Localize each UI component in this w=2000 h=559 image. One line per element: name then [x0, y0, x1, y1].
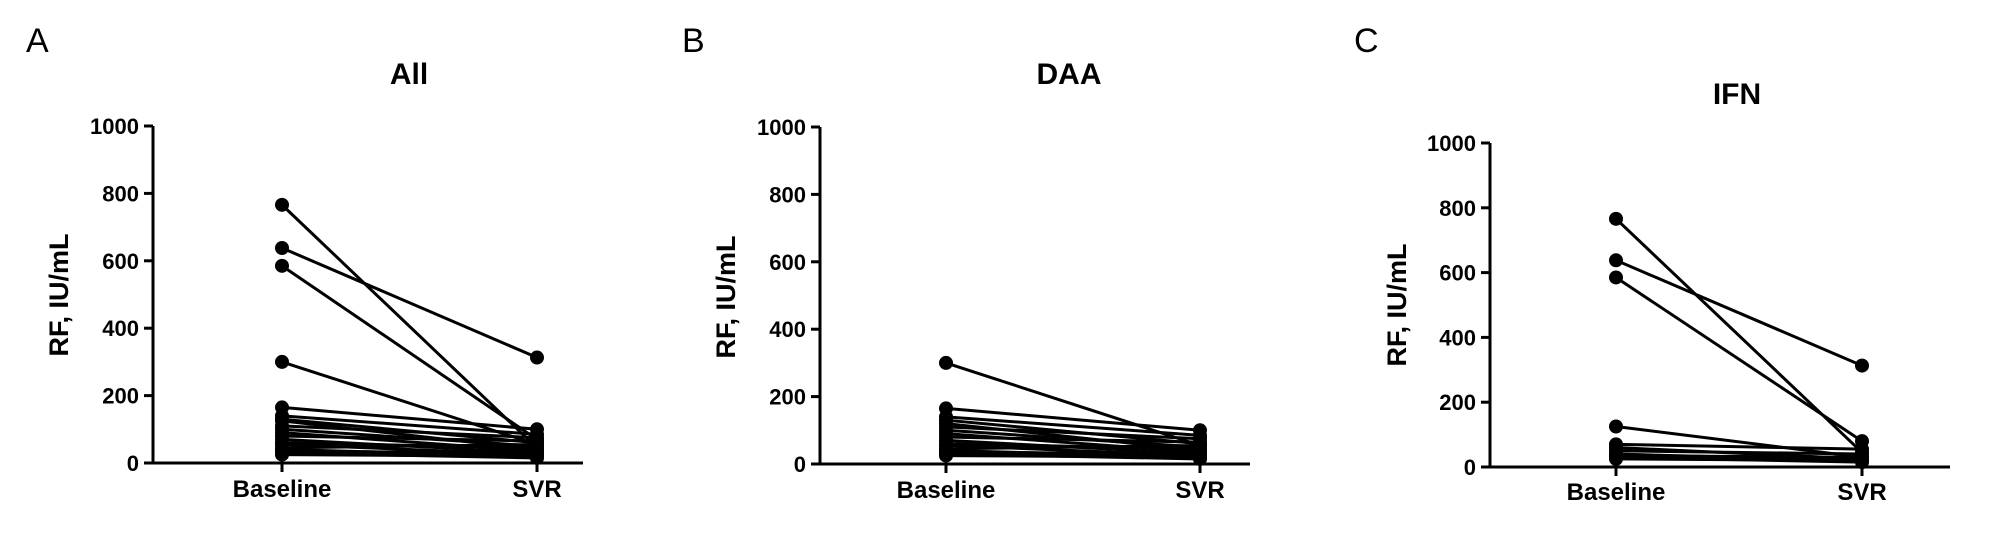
point-baseline-p2 — [1609, 253, 1623, 268]
series-line-p15 — [945, 450, 1201, 456]
panel-letter: B — [682, 22, 705, 60]
panel-letter: A — [26, 22, 49, 60]
chart-title: All — [390, 58, 428, 91]
series-line-p1 — [280, 203, 539, 449]
y-tick-label: 800 — [102, 181, 139, 206]
axes — [1488, 143, 1950, 469]
point-svr-p2 — [530, 350, 544, 365]
y-tick-label: 400 — [769, 317, 806, 342]
y-tick-label: 600 — [769, 250, 806, 275]
y-tick-label: 600 — [102, 249, 139, 274]
y-tick-label: 600 — [1439, 261, 1476, 286]
y-tick-label: 200 — [102, 384, 139, 409]
x-category-label: SVR — [512, 476, 561, 503]
y-ticks: 0 200 400 600 800 1000 — [757, 115, 820, 477]
series-line-p17 — [945, 454, 1201, 459]
y-axis-label: RF, IU/mL — [1382, 243, 1412, 366]
series-group — [939, 355, 1207, 466]
panel-daa: B DAA RF, IU/mL 0 200 400 600 800 1000 Baseli… — [682, 22, 1250, 504]
series-line-p2 — [1615, 258, 1863, 367]
x-categories: Baseline SVR — [1567, 467, 1887, 506]
x-category-label: Baseline — [233, 476, 332, 503]
y-tick-label: 1000 — [1427, 131, 1476, 156]
y-tick-label: 400 — [102, 316, 139, 341]
axes — [818, 127, 1250, 466]
chart-title: IFN — [1713, 78, 1761, 111]
point-baseline-p3 — [275, 258, 289, 273]
point-svr-p11 — [1855, 453, 1869, 468]
point-baseline-p2 — [275, 240, 289, 255]
point-baseline-p1 — [1609, 211, 1623, 226]
series-line-p6 — [281, 414, 538, 436]
y-tick-label: 800 — [1439, 196, 1476, 221]
x-category-label: Baseline — [897, 477, 996, 504]
series-line-p2 — [945, 406, 1201, 432]
panel-letter: C — [1354, 22, 1379, 60]
x-categories: Baseline SVR — [897, 464, 1225, 504]
y-tick-label: 1000 — [757, 115, 806, 140]
series-line-p20 — [281, 453, 538, 458]
y-axis-label: RF, IU/mL — [711, 235, 741, 358]
y-tick-label: 800 — [769, 182, 806, 207]
series-line-p9 — [945, 435, 1201, 444]
panel-all: A All RF, IU/mL 0 200 400 600 800 1000 Baseli… — [26, 22, 583, 503]
y-tick-label: 0 — [794, 452, 806, 477]
series-line-p7 — [1615, 449, 1863, 456]
axes — [151, 126, 583, 465]
y-ticks: 0 200 400 600 800 1000 — [90, 114, 153, 476]
series-group — [1609, 211, 1869, 470]
y-tick-label: 0 — [127, 451, 139, 476]
point-baseline-p4 — [275, 354, 289, 369]
y-axis-label: RF, IU/mL — [44, 233, 74, 356]
series-line-p2 — [281, 246, 538, 359]
series-line-p11 — [1615, 457, 1863, 463]
y-ticks: 0 200 400 600 800 1000 — [1427, 131, 1490, 480]
series-line-p3 — [281, 264, 538, 441]
y-tick-label: 200 — [1439, 390, 1476, 415]
x-categories: Baseline SVR — [233, 463, 562, 503]
point-baseline-p1 — [275, 197, 289, 212]
point-svr-p17 — [1193, 450, 1207, 465]
x-category-label: SVR — [1175, 477, 1224, 504]
series-line-p5 — [281, 405, 538, 431]
series-line-p9 — [1615, 454, 1863, 459]
point-baseline-p1 — [939, 355, 953, 370]
panel-ifn: C IFN RF, IU/mL 0 200 400 600 800 1000 Baseli… — [1354, 22, 1950, 506]
y-tick-label: 200 — [769, 385, 806, 410]
series-line-p3 — [1615, 276, 1863, 443]
series-line-p6 — [945, 425, 1201, 441]
series-line-p3 — [945, 415, 1201, 437]
series-line-p13 — [945, 443, 1201, 451]
y-tick-label: 1000 — [90, 114, 139, 139]
point-baseline-p20 — [275, 447, 289, 462]
point-baseline-p11 — [1609, 451, 1623, 466]
y-tick-label: 0 — [1464, 455, 1476, 480]
x-category-label: Baseline — [1567, 479, 1666, 506]
point-baseline-p4 — [1609, 419, 1623, 434]
point-baseline-p17 — [939, 448, 953, 463]
point-svr-p20 — [530, 449, 544, 464]
point-svr-p2 — [1855, 358, 1869, 373]
point-baseline-p3 — [1609, 270, 1623, 285]
chart-title: DAA — [1037, 58, 1102, 91]
series-group — [275, 197, 544, 465]
y-tick-label: 400 — [1439, 325, 1476, 350]
x-category-label: SVR — [1837, 479, 1886, 506]
series-line-p5 — [1615, 442, 1863, 451]
series-line-p18 — [281, 449, 538, 455]
series-line-p12 — [281, 434, 538, 443]
series-line-p16 — [281, 442, 538, 450]
series-line-p9 — [281, 424, 538, 440]
